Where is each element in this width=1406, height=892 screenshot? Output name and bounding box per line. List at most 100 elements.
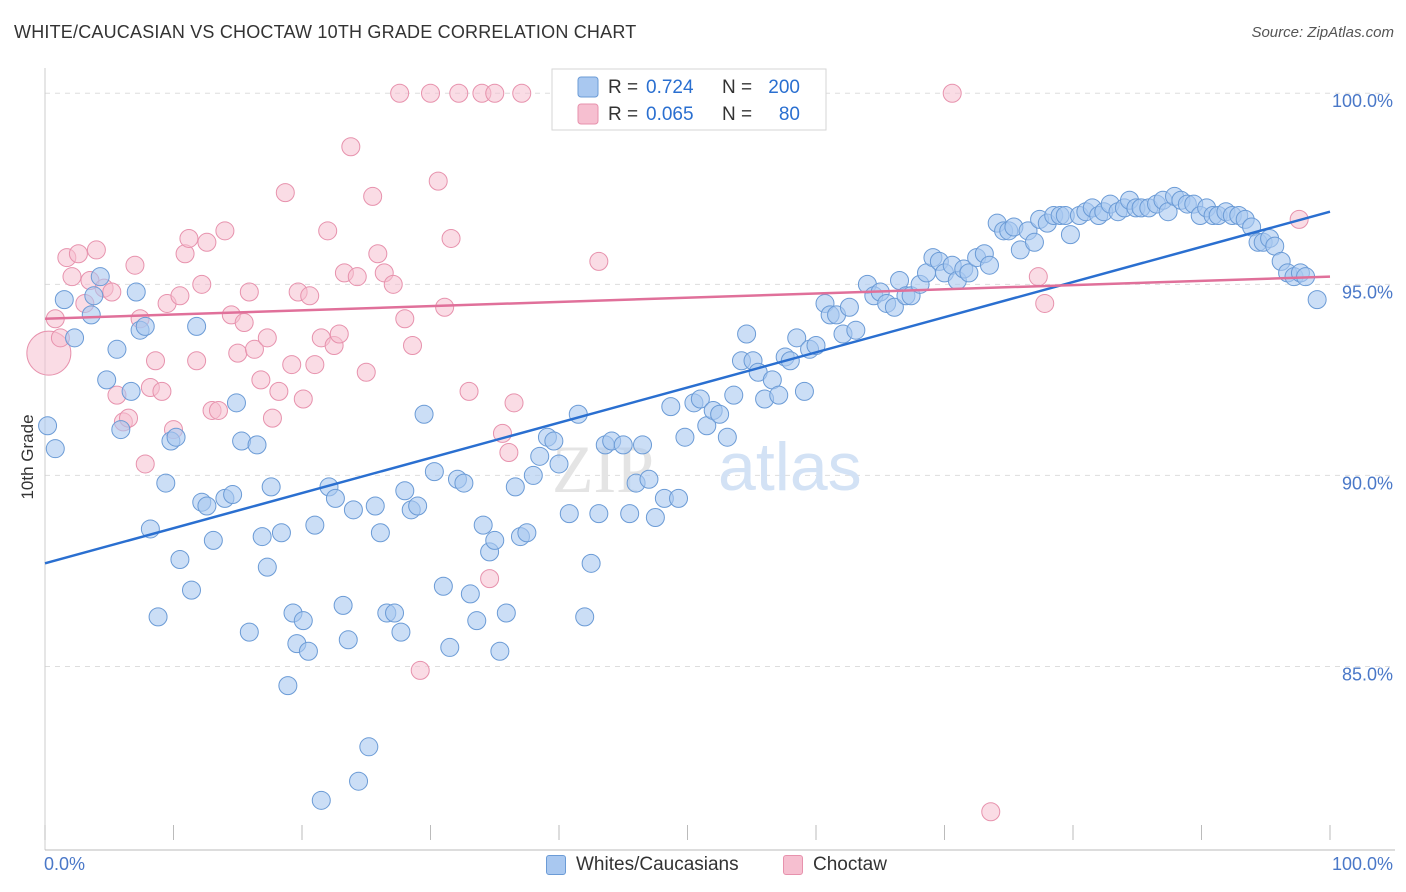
whites-point	[794, 381, 814, 401]
choctaw-point	[410, 660, 430, 680]
legend-r-value-blue: 0.724	[646, 77, 694, 98]
whites-point	[408, 496, 428, 516]
choctaw-point	[1035, 293, 1055, 313]
whites-point	[979, 255, 999, 275]
choctaw-point	[383, 274, 403, 294]
choctaw-point	[480, 569, 500, 589]
whites-point	[473, 515, 493, 535]
whites-point	[787, 328, 807, 348]
legend-r-value-pink: 0.065	[646, 104, 694, 125]
series-legend: Whites/Caucasians Choctaw	[0, 850, 1406, 880]
choctaw-point	[86, 240, 106, 260]
choctaw-point	[300, 286, 320, 306]
whites-point	[166, 427, 186, 447]
chart-title: WHITE/CAUCASIAN VS CHOCTAW 10TH GRADE CO…	[14, 22, 637, 42]
y-tick-label: 85.0%	[1342, 665, 1393, 685]
whites-point	[135, 316, 155, 336]
choctaw-point	[499, 443, 519, 462]
legend-swatch-pink	[577, 103, 599, 125]
whites-point	[717, 427, 737, 447]
whites-point	[490, 641, 510, 661]
choctaw-point	[192, 274, 212, 294]
choctaw-trend-line	[44, 275, 1331, 320]
whites-point	[467, 611, 487, 631]
whites-point	[460, 584, 480, 604]
x-tick-label: 100.0%	[1332, 854, 1393, 874]
y-tick-labels: 85.0% 90.0% 95.0% 100.0%	[1332, 91, 1393, 684]
whites-point	[126, 282, 146, 302]
choctaw-point	[428, 171, 448, 191]
whites-point	[181, 580, 201, 600]
whites-point	[156, 473, 176, 493]
choctaw-point	[62, 267, 82, 287]
legend-r-label-pink: R =	[608, 104, 638, 125]
legend-swatch-choctaw	[783, 855, 803, 875]
whites-point	[613, 435, 633, 455]
whites-point	[959, 263, 979, 283]
choctaw-point	[305, 355, 325, 375]
whites-point	[293, 611, 313, 631]
grid-lines	[45, 92, 1395, 668]
whites-point	[305, 515, 325, 535]
choctaw-point	[208, 400, 228, 420]
whites-point	[669, 488, 689, 508]
whites-trend-line	[44, 210, 1331, 565]
x-tick-label: 0.0%	[44, 854, 85, 874]
choctaw-point	[135, 454, 155, 474]
whites-point	[278, 676, 298, 696]
whites-point	[1307, 290, 1327, 310]
choctaw-point	[125, 255, 145, 275]
whites-point	[343, 500, 363, 520]
whites-point	[45, 439, 65, 459]
choctaw-point	[329, 324, 349, 344]
legend-n-label-pink: N =	[722, 104, 752, 125]
source-label: Source: ZipAtlas.com	[1251, 24, 1394, 41]
choctaw-point	[197, 232, 217, 252]
whites-point	[724, 385, 744, 405]
whites-point	[111, 420, 131, 440]
choctaw-point	[435, 297, 455, 317]
whites-point	[433, 576, 453, 596]
whites-point	[710, 404, 730, 424]
whites-point	[311, 790, 331, 810]
whites-point	[414, 404, 434, 424]
whites-point	[107, 339, 127, 359]
whites-point	[197, 496, 217, 516]
choctaw-point	[179, 228, 199, 248]
whites-point	[575, 607, 595, 627]
whites-point	[271, 523, 291, 543]
choctaw-point	[356, 362, 376, 382]
y-tick-label: 95.0%	[1342, 282, 1393, 302]
whites-point	[884, 297, 904, 317]
legend-label-choctaw: Choctaw	[813, 854, 887, 875]
whites-point	[523, 465, 543, 485]
whites-point	[769, 385, 789, 405]
whites-point	[559, 504, 579, 524]
whites-point	[170, 550, 190, 570]
whites-point	[252, 527, 272, 547]
legend-label-whites: Whites/Caucasians	[576, 854, 739, 875]
choctaw-point	[293, 389, 313, 409]
y-tick-label: 90.0%	[1342, 473, 1393, 493]
watermark-atlas: atlas	[718, 429, 862, 505]
whites-point	[84, 286, 104, 306]
whites-point	[549, 454, 569, 474]
choctaw-point	[395, 309, 415, 329]
whites-point	[97, 370, 117, 390]
choctaw-point	[341, 137, 361, 157]
choctaw-point	[512, 83, 532, 103]
choctaw-point	[262, 408, 282, 428]
choctaw-point	[152, 381, 172, 401]
choctaw-point	[239, 282, 259, 302]
legend-swatch-blue	[577, 76, 599, 98]
choctaw-point	[589, 251, 609, 271]
whites-point	[395, 481, 415, 501]
whites-point	[81, 305, 101, 325]
choctaw-point	[228, 343, 248, 363]
whites-point	[261, 477, 281, 497]
whites-point	[247, 435, 267, 455]
choctaw-point	[390, 83, 410, 103]
legend-n-label-blue: N =	[722, 77, 752, 98]
whites-point	[485, 530, 505, 550]
